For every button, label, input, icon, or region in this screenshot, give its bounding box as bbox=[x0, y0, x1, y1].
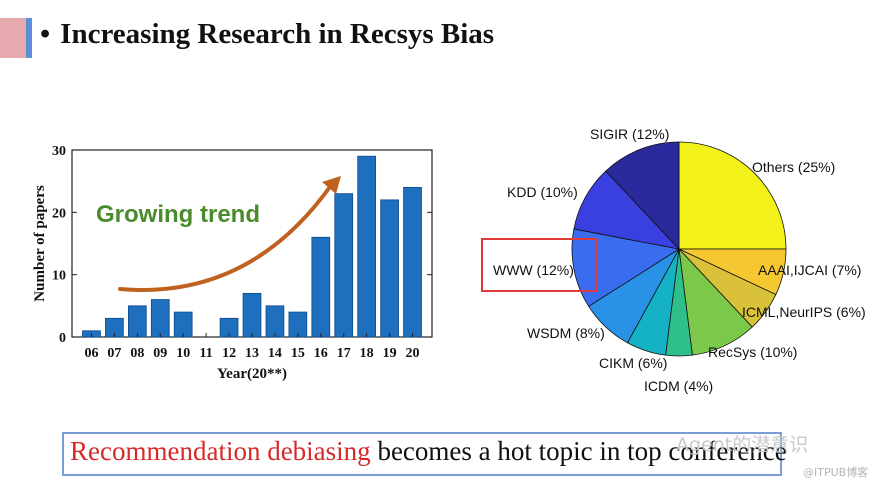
footer-statement: Recommendation debiasing becomes a hot t… bbox=[70, 436, 787, 467]
x-tick-label: 13 bbox=[245, 346, 259, 361]
x-tick-label: 15 bbox=[291, 346, 305, 361]
bar bbox=[242, 292, 262, 338]
www-highlight-box bbox=[481, 238, 598, 292]
x-tick-label: 20 bbox=[406, 346, 420, 361]
pie-label: RecSys (10%) bbox=[708, 344, 797, 360]
x-tick-label: 16 bbox=[314, 346, 328, 361]
slide-title: • Increasing Research in Recsys Bias bbox=[40, 18, 494, 51]
bar bbox=[357, 155, 377, 338]
growth-arrow-head bbox=[322, 176, 341, 194]
pie-slice bbox=[571, 228, 681, 307]
bar-chart: 0 10 20 30 06 07 08 09 10 11 12 13 14 15 16 17 18 19 20 Yea… bbox=[32, 144, 433, 382]
growth-arrow bbox=[118, 182, 334, 292]
pie-label: WSDM (8%) bbox=[527, 325, 605, 341]
pie-slice bbox=[605, 141, 680, 251]
x-tick-label: 10 bbox=[176, 346, 190, 361]
y-axis-label: Number of papers bbox=[32, 185, 48, 302]
title-accent-blue bbox=[26, 18, 32, 58]
pie-label: ICDM (4%) bbox=[644, 378, 713, 394]
pie-label: AAAI,IJCAI (7%) bbox=[758, 262, 861, 278]
x-tick-label: 08 bbox=[130, 346, 144, 361]
pie-slice bbox=[678, 141, 787, 250]
watermark: Agent的潜意识 bbox=[676, 434, 809, 456]
pie-label: SIGIR (12%) bbox=[590, 126, 669, 142]
x-axis-label: Year(20**) bbox=[217, 366, 287, 382]
pie-label: ICML,NeurIPS (6%) bbox=[742, 304, 866, 320]
x-tick-label: 06 bbox=[84, 346, 98, 361]
x-tick-label: 14 bbox=[268, 346, 282, 361]
bar bbox=[380, 199, 399, 338]
bar bbox=[334, 193, 354, 338]
footer-box bbox=[62, 432, 782, 476]
title-accent-pink bbox=[0, 18, 26, 58]
y-tick-label: 10 bbox=[52, 269, 66, 284]
bar bbox=[403, 186, 422, 338]
bar bbox=[150, 299, 170, 338]
x-tick-label: 12 bbox=[222, 346, 236, 361]
watermark-sub: @ITPUB博客 bbox=[803, 466, 869, 479]
x-tick-label: 07 bbox=[107, 346, 121, 361]
bar bbox=[311, 236, 331, 338]
x-tick-label: 11 bbox=[200, 346, 213, 361]
bar bbox=[127, 305, 147, 338]
pie-label: KDD (10%) bbox=[507, 184, 578, 200]
pie-label: WWW (12%) bbox=[493, 262, 574, 278]
x-tick-label: 17 bbox=[337, 346, 351, 361]
growing-trend-annotation: Growing trend bbox=[96, 201, 260, 228]
x-tick-label: 19 bbox=[383, 346, 397, 361]
pie-chart: Others (25%) AAAI,IJCAI (7%) ICML,NeurIPS … bbox=[481, 126, 866, 394]
y-tick-label: 0 bbox=[59, 331, 66, 346]
y-tick-label: 30 bbox=[52, 144, 66, 159]
pie-label: CIKM (6%) bbox=[599, 355, 667, 371]
footer-highlight: Recommendation debiasing bbox=[70, 436, 371, 466]
footer-rest: becomes a hot topic in top conference bbox=[370, 436, 787, 466]
y-tick-label: 20 bbox=[52, 206, 66, 221]
title-text: Increasing Research in Recsys Bias bbox=[60, 18, 495, 50]
title-bullet: • bbox=[40, 18, 51, 50]
x-tick-label: 09 bbox=[153, 346, 167, 361]
bar bbox=[265, 305, 285, 338]
x-tick-label: 18 bbox=[360, 346, 374, 361]
pie-label: Others (25%) bbox=[752, 159, 835, 175]
